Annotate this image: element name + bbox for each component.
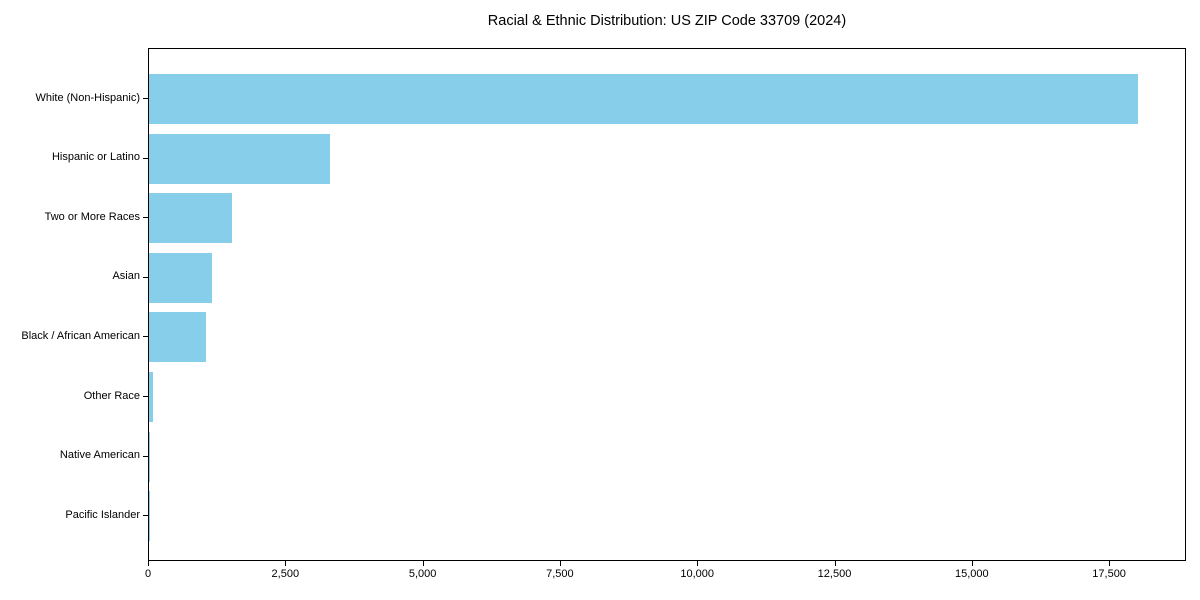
x-tick-mark bbox=[422, 561, 424, 566]
y-tick-label: Pacific Islander bbox=[65, 508, 140, 521]
y-tick-mark bbox=[143, 276, 148, 278]
y-tick-mark bbox=[143, 98, 148, 99]
x-tick-mark bbox=[285, 561, 287, 566]
y-tick-mark bbox=[143, 157, 148, 159]
x-tick-label: 5,000 bbox=[408, 568, 437, 580]
bar bbox=[149, 252, 212, 303]
x-tick-label: 0 bbox=[144, 568, 152, 580]
bar bbox=[149, 431, 151, 482]
x-tick-mark bbox=[834, 561, 836, 566]
bar bbox=[149, 372, 154, 422]
y-tick-label: Other Race bbox=[83, 389, 140, 402]
x-tick-label: 15,000 bbox=[954, 568, 989, 580]
chart-title: Racial & Ethnic Distribution: US ZIP Cod… bbox=[487, 13, 847, 29]
x-tick-mark bbox=[1109, 561, 1111, 566]
y-tick-label: Black / African American bbox=[21, 329, 140, 342]
y-tick-label: White (Non-Hispanic) bbox=[35, 91, 140, 104]
y-tick-label: Two or More Races bbox=[44, 210, 140, 223]
x-tick-label: 17,500 bbox=[1092, 568, 1126, 580]
x-tick-label: 7,500 bbox=[546, 568, 574, 580]
x-tick-label: 12,500 bbox=[817, 568, 852, 580]
x-tick-mark bbox=[971, 561, 973, 566]
y-tick-label: Native American bbox=[59, 449, 140, 462]
bar bbox=[149, 74, 1138, 124]
x-tick-mark bbox=[148, 561, 149, 566]
y-tick-mark bbox=[143, 336, 148, 338]
plot-area bbox=[148, 48, 1186, 561]
bar bbox=[149, 193, 233, 244]
y-tick-mark bbox=[143, 396, 148, 397]
y-tick-label: Asian bbox=[112, 270, 140, 283]
bar bbox=[149, 312, 207, 363]
y-tick-label: Hispanic or Latino bbox=[51, 151, 140, 164]
x-tick-label: 10,000 bbox=[680, 568, 715, 580]
y-tick-mark bbox=[143, 455, 148, 457]
x-tick-label: 2,500 bbox=[271, 568, 300, 580]
y-tick-mark bbox=[143, 515, 148, 517]
x-tick-mark bbox=[559, 561, 561, 566]
y-tick-mark bbox=[143, 217, 148, 219]
bar bbox=[149, 133, 331, 184]
x-tick-mark bbox=[697, 561, 699, 566]
